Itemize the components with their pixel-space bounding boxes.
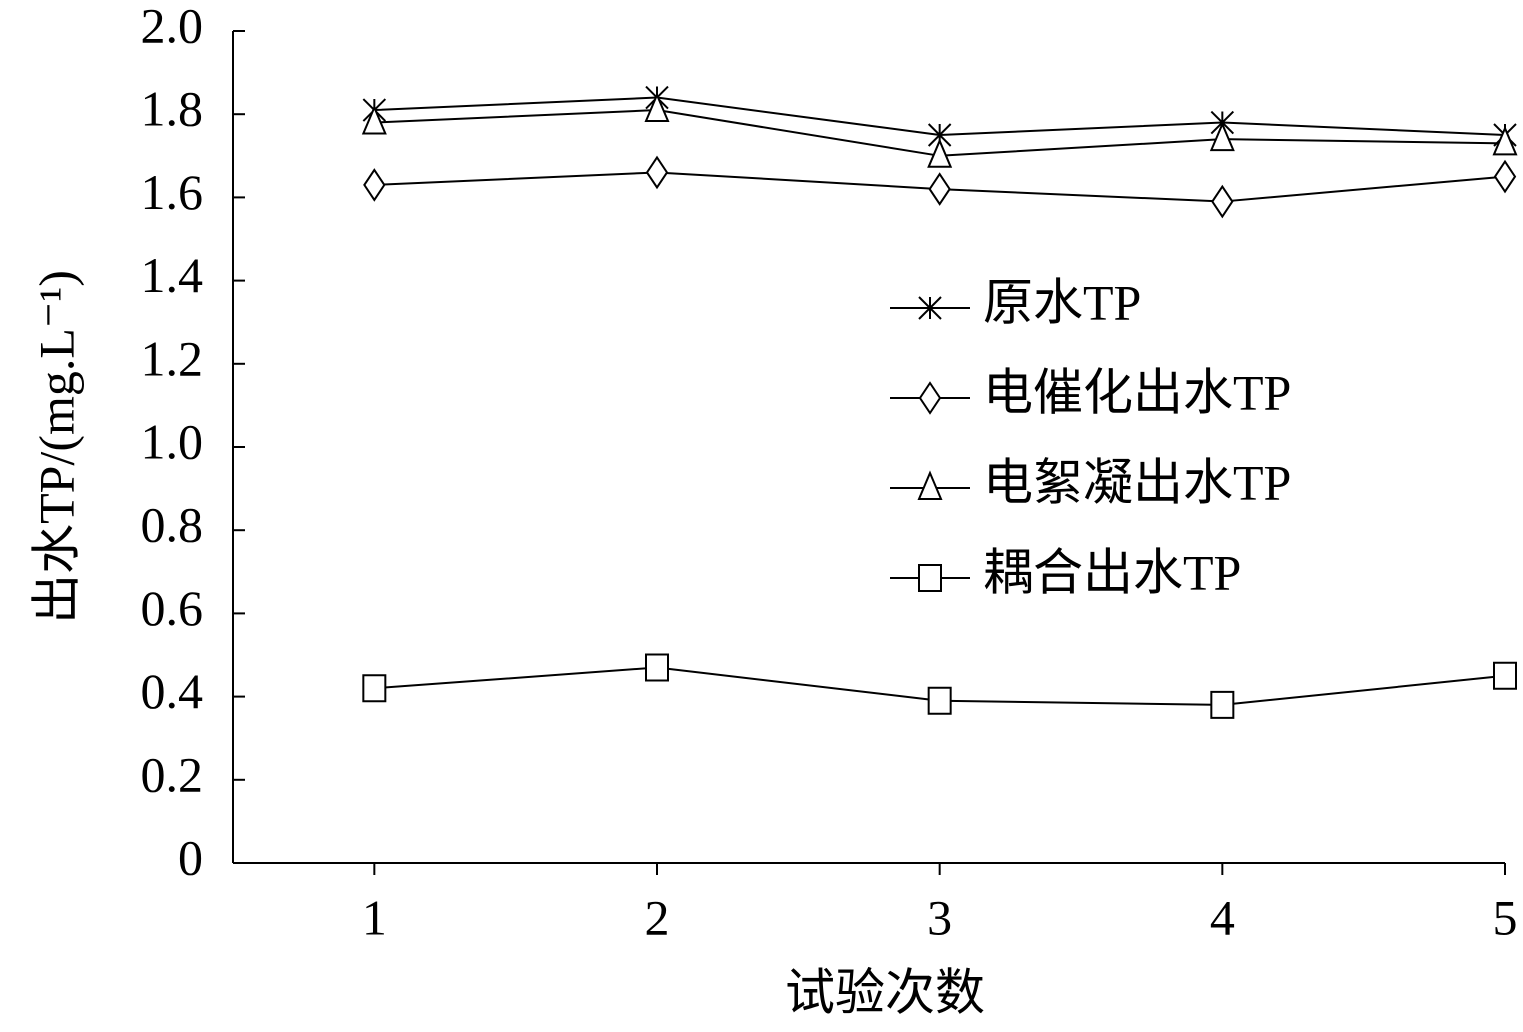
- y-tick-label: 0.8: [141, 497, 204, 553]
- legend-marker: [918, 296, 942, 320]
- data-point: [927, 138, 953, 168]
- x-axis-label: 试验次数: [785, 964, 985, 1020]
- data-point: [928, 172, 951, 206]
- data-point: [1492, 125, 1518, 156]
- data-point: [645, 653, 669, 682]
- legend-marker: [918, 381, 942, 415]
- data-point: [645, 155, 669, 190]
- y-tick-label: 0.2: [141, 746, 204, 802]
- x-tick-label: 4: [1210, 889, 1235, 945]
- data-point: [1493, 159, 1517, 194]
- y-tick-label: 1.6: [141, 164, 204, 220]
- data-point: [1210, 690, 1235, 719]
- x-tick-label: 2: [645, 889, 670, 945]
- legend-marker: [917, 470, 943, 500]
- data-point: [644, 92, 670, 123]
- data-point: [1211, 184, 1234, 219]
- x-tick-label: 5: [1493, 889, 1518, 945]
- legend-label: 电絮凝出水TP: [983, 454, 1291, 510]
- y-tick-label: 2.0: [141, 0, 204, 53]
- data-point: [363, 168, 386, 202]
- y-axis-label: 出水TP/(mg.L⁻¹): [28, 270, 84, 624]
- legend-label: 原水TP: [983, 274, 1141, 330]
- x-tick-label: 1: [362, 889, 387, 945]
- data-point: [361, 104, 387, 135]
- y-tick-label: 1.4: [141, 247, 204, 303]
- y-tick-label: 1.2: [141, 330, 204, 386]
- y-tick-label: 1.8: [141, 81, 204, 137]
- x-tick-label: 3: [927, 889, 952, 945]
- y-tick-label: 0: [178, 829, 203, 885]
- legend-label: 电催化出水TP: [983, 364, 1291, 420]
- legend-marker: [918, 564, 942, 592]
- y-tick-label: 0.4: [141, 663, 204, 719]
- data-point: [927, 686, 952, 715]
- data-point: [362, 674, 387, 703]
- data-point: [1493, 661, 1517, 690]
- y-tick-label: 0.6: [141, 580, 204, 636]
- data-point: [1209, 121, 1235, 152]
- y-tick-label: 1.0: [141, 413, 204, 469]
- legend-label: 耦合出水TP: [983, 544, 1241, 600]
